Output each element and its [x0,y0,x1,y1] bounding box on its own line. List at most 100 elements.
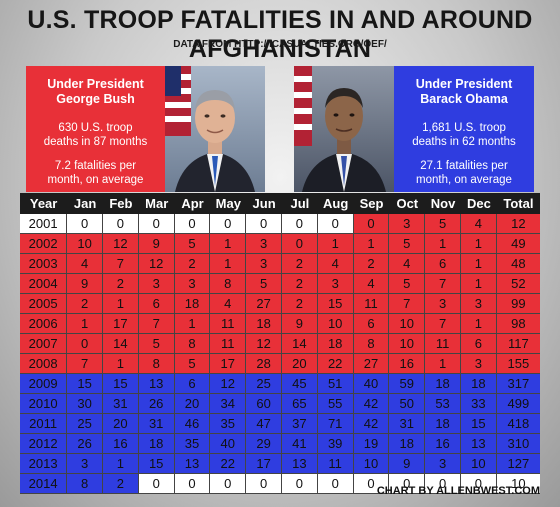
month-value-cell: 12 [246,334,282,353]
month-value-cell: 6 [425,254,461,273]
month-value-cell: 11 [210,334,247,353]
month-value-cell: 8 [67,474,103,493]
total-cell: 317 [496,374,541,393]
month-value-cell: 4 [389,254,426,273]
month-value-cell: 50 [389,394,426,413]
year-cell: 2012 [20,434,68,453]
table-row: 2010 30 31 26 20 34 60 65 55 42 50 53 33 499 [20,394,541,414]
table-row: 2004 9 2 3 3 8 5 2 3 4 5 7 1 52 [20,274,541,294]
month-value-cell: 33 [460,394,497,413]
month-value-cell: 5 [138,334,175,353]
month-value-cell: 18 [138,434,175,453]
year-cell: 2010 [20,394,68,413]
month-value-cell: 4 [317,254,354,273]
month-value-cell: 53 [425,394,461,413]
year-cell: 2001 [20,214,68,233]
month-value-cell: 5 [425,214,461,233]
month-value-cell: 4 [67,254,103,273]
total-cell: 310 [496,434,541,453]
month-value-cell: 1 [174,314,211,333]
bush-stat2-line1: 7.2 fatalities per [54,160,137,172]
month-value-cell: 6 [353,314,390,333]
month-value-cell: 28 [246,354,282,373]
column-header: Jul [290,196,310,211]
month-value-cell: 0 [246,474,282,493]
month-value-cell: 0 [317,214,354,233]
obama-panel: Under President Barack Obama 1,681 U.S. … [394,66,534,192]
column-header: Total [503,196,534,211]
month-value-cell: 10 [67,234,103,253]
month-value-cell: 0 [210,474,247,493]
month-value-cell: 51 [317,374,354,393]
total-cell: 48 [496,254,541,273]
month-value-cell: 5 [174,234,211,253]
flag-icon [165,66,191,136]
month-value-cell: 8 [353,334,390,353]
month-value-cell: 8 [174,334,211,353]
month-value-cell: 10 [460,454,497,473]
table-row: 2011 25 20 31 46 35 47 37 71 42 31 18 15 418 [20,414,541,434]
month-value-cell: 1 [210,234,247,253]
total-cell: 127 [496,454,541,473]
month-value-cell: 27 [246,294,282,313]
month-value-cell: 7 [103,254,139,273]
month-value-cell: 42 [353,414,390,433]
month-value-cell: 22 [210,454,247,473]
month-value-cell: 7 [389,294,426,313]
month-value-cell: 7 [425,314,461,333]
month-value-cell: 12 [103,234,139,253]
month-value-cell: 5 [174,354,211,373]
total-cell: 117 [496,334,541,353]
month-value-cell: 29 [246,434,282,453]
month-value-cell: 3 [460,294,497,313]
table-row: 2012 26 16 18 35 40 29 41 39 19 18 16 13 310 [20,434,541,454]
bush-portrait-photo [165,66,265,192]
month-value-cell: 15 [317,294,354,313]
year-cell: 2006 [20,314,68,333]
month-value-cell: 40 [353,374,390,393]
obama-heading-line2: Barack Obama [420,92,508,106]
year-cell: 2013 [20,454,68,473]
month-value-cell: 0 [138,474,175,493]
month-value-cell: 5 [389,234,426,253]
column-header: Sep [359,196,384,211]
bush-panel: Under President George Bush 630 U.S. tro… [26,66,165,192]
month-value-cell: 0 [174,474,211,493]
month-value-cell: 41 [281,434,318,453]
obama-stat2-line1: 27.1 fatalities per [420,160,508,172]
month-value-cell: 2 [281,274,318,293]
month-value-cell: 0 [67,214,103,233]
month-value-cell: 20 [103,414,139,433]
month-value-cell: 9 [67,274,103,293]
month-value-cell: 1 [103,294,139,313]
table-row: 2007 0 14 5 8 11 12 14 18 8 10 11 6 117 [20,334,541,354]
table-row: 2005 2 1 6 18 4 27 2 15 11 7 3 3 99 [20,294,541,314]
month-value-cell: 10 [389,334,426,353]
month-value-cell: 5 [246,274,282,293]
month-value-cell: 1 [425,234,461,253]
month-value-cell: 3 [246,234,282,253]
month-value-cell: 0 [353,474,390,493]
table-row: 2008 7 1 8 5 17 28 20 22 27 16 1 3 155 [20,354,541,374]
month-value-cell: 4 [460,214,497,233]
table-row: 2009 15 15 13 6 12 25 45 51 40 59 18 18 317 [20,374,541,394]
total-cell: 10 [496,474,541,493]
month-value-cell: 0 [281,234,318,253]
month-value-cell: 3 [425,454,461,473]
table-row: 2014 8 2 0 0 0 0 0 0 0 0 0 0 10 [20,474,541,494]
month-value-cell: 34 [210,394,247,413]
month-value-cell: 16 [389,354,426,373]
column-header: Apr [181,196,204,211]
month-value-cell: 4 [353,274,390,293]
month-value-cell: 18 [174,294,211,313]
month-value-cell: 10 [389,314,426,333]
month-value-cell: 0 [67,334,103,353]
month-value-cell: 1 [353,234,390,253]
total-cell: 98 [496,314,541,333]
total-cell: 99 [496,294,541,313]
month-value-cell: 2 [67,294,103,313]
month-value-cell: 18 [317,334,354,353]
month-value-cell: 10 [353,454,390,473]
flag-icon [294,66,312,146]
month-value-cell: 26 [138,394,175,413]
